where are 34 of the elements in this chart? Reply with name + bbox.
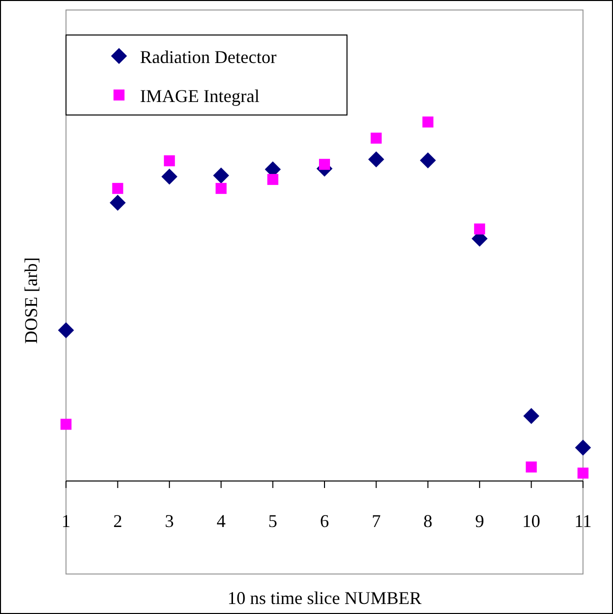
x-tick-label: 4 — [216, 511, 226, 531]
point — [319, 158, 330, 170]
x-tick-label: 3 — [164, 511, 174, 531]
point — [474, 223, 486, 234]
x-tick-label: 1 — [62, 511, 70, 531]
point — [578, 468, 588, 479]
point — [420, 152, 436, 168]
x-tick-label: 8 — [423, 511, 432, 531]
point — [216, 182, 227, 194]
legend-label: Radiation Detector — [140, 47, 276, 67]
y-axis-title: DOSE [arb] — [21, 257, 41, 344]
point — [60, 418, 72, 430]
x-tick-label: 7 — [372, 511, 381, 531]
point — [112, 182, 124, 194]
point — [422, 116, 434, 128]
x-tick-label: 11 — [574, 511, 592, 531]
point — [110, 194, 126, 211]
point — [526, 462, 537, 472]
x-tick-label: 5 — [268, 511, 278, 531]
x-tick-label: 2 — [113, 511, 122, 531]
x-tick-label: 10 — [522, 511, 540, 531]
point — [370, 132, 382, 144]
x-axis-title: 10 ns time slice NUMBER — [228, 588, 422, 608]
point — [161, 168, 178, 185]
point — [164, 155, 175, 166]
x-tick-label: 9 — [475, 511, 484, 531]
x-tick-label: 6 — [320, 511, 329, 531]
point — [267, 174, 278, 185]
point — [213, 167, 230, 184]
point — [368, 151, 384, 168]
point — [575, 440, 591, 456]
point — [58, 322, 74, 338]
point — [523, 408, 540, 424]
legend-label: IMAGE Integral — [140, 86, 260, 106]
